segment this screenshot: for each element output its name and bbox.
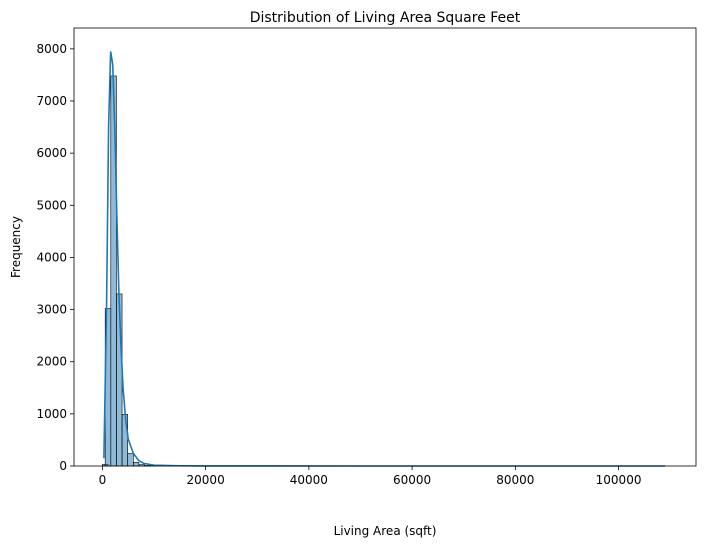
y-tick-label-1: 1000	[36, 407, 67, 421]
x-tick-label-5: 100000	[596, 473, 642, 487]
y-tick-label-3: 3000	[36, 303, 67, 317]
y-tick-label-6: 6000	[36, 146, 67, 160]
x-tick-label-2: 40000	[290, 473, 328, 487]
histogram-bar-6	[133, 462, 140, 467]
y-tick-label-2: 2000	[36, 355, 67, 369]
x-axis-ticks: 0 20000 40000 60000 80000 100000	[99, 466, 642, 487]
y-axis-ticks: 0 1000 2000 3000 4000 5000 6000 7000 8000	[36, 42, 74, 473]
y-tick-label-7: 7000	[36, 94, 67, 108]
x-tick-label-1: 20000	[187, 473, 225, 487]
y-tick-label-0: 0	[59, 459, 67, 473]
x-axis-label: Living Area (sqft)	[334, 524, 437, 538]
y-tick-label-4: 4000	[36, 250, 67, 264]
x-tick-label-0: 0	[99, 473, 107, 487]
y-axis-label: Frequency	[9, 216, 23, 278]
histogram-bar-4	[121, 414, 128, 467]
y-tick-label-8: 8000	[36, 42, 67, 56]
chart-title: Distribution of Living Area Square Feet	[250, 10, 521, 26]
plot-area	[73, 27, 697, 467]
x-tick-label-4: 80000	[496, 473, 534, 487]
x-tick-label-3: 60000	[393, 473, 431, 487]
histogram-bar-5	[127, 453, 134, 467]
y-tick-label-5: 5000	[36, 198, 67, 212]
axes-frame	[73, 27, 697, 467]
